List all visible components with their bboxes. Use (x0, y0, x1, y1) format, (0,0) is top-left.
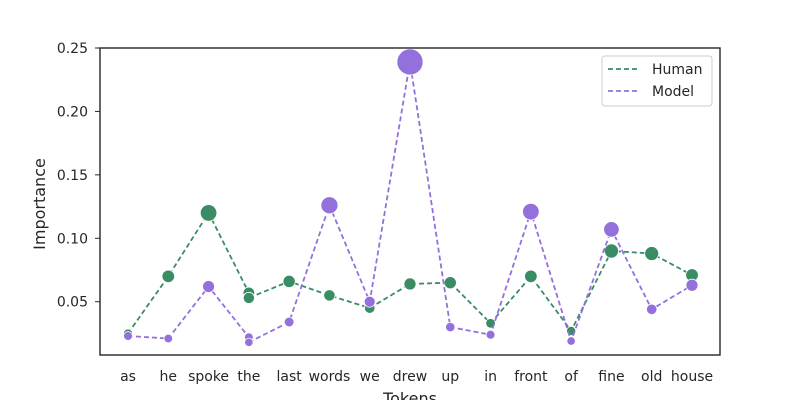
data-point-human (323, 289, 336, 302)
data-point-model (646, 303, 658, 315)
x-tick-label: of (564, 369, 579, 385)
data-point-model (320, 196, 339, 215)
x-tick-label: old (641, 369, 662, 385)
x-tick-label: in (484, 369, 497, 385)
data-point-human (242, 291, 255, 304)
data-point-model (244, 337, 254, 347)
series-layer (123, 48, 699, 347)
x-tick-label: he (160, 369, 178, 385)
x-tick-label: drew (393, 369, 427, 385)
y-tick-label: 0.20 (57, 104, 88, 120)
x-tick-label: front (514, 369, 548, 385)
x-axis-title: Tokens (382, 389, 437, 400)
data-point-human (524, 269, 538, 284)
data-point-model (363, 295, 376, 308)
data-point-model (202, 280, 215, 293)
y-tick-label: 0.25 (57, 41, 88, 57)
plot-frame (99, 47, 721, 356)
data-point-model (396, 48, 424, 76)
y-axis-title: Importance (30, 158, 49, 250)
data-point-model (522, 202, 540, 221)
legend-label-model: Model (652, 84, 694, 100)
y-tick-label: 0.15 (57, 168, 88, 184)
x-tick-label: the (237, 369, 260, 385)
legend-label-human: Human (652, 62, 703, 78)
x-tick-label: fine (598, 369, 624, 385)
x-tick-label: words (309, 369, 351, 385)
data-point-model (566, 336, 576, 346)
x-tick-label: spoke (188, 369, 229, 385)
x-tick-label: we (360, 369, 380, 385)
x-tick-label: as (120, 369, 136, 385)
data-point-human (161, 269, 175, 284)
x-tick-label: house (671, 369, 713, 385)
legend-box (601, 55, 713, 107)
data-point-model (685, 278, 699, 292)
y-tick-label: 0.10 (57, 231, 88, 247)
x-tick-label: last (277, 369, 303, 385)
data-point-model (283, 316, 295, 328)
data-point-model (485, 329, 496, 340)
data-point-human (443, 276, 457, 290)
data-point-human (603, 243, 619, 259)
axes-layer: 0.05 0.10 0.15 0.20 0.25 as he spoke the last word… (57, 41, 721, 385)
data-point-human (644, 246, 660, 261)
data-point-model (603, 221, 620, 238)
data-point-model (123, 331, 133, 341)
series-line-model (127, 61, 693, 344)
data-point-model (445, 321, 456, 333)
x-tick-label: up (441, 369, 459, 385)
legend: Human Model (601, 55, 713, 107)
data-point-human (403, 277, 417, 291)
data-point-human (199, 204, 218, 222)
data-point-model (163, 333, 174, 344)
y-tick-label: 0.05 (57, 295, 88, 311)
data-point-human (282, 274, 296, 288)
